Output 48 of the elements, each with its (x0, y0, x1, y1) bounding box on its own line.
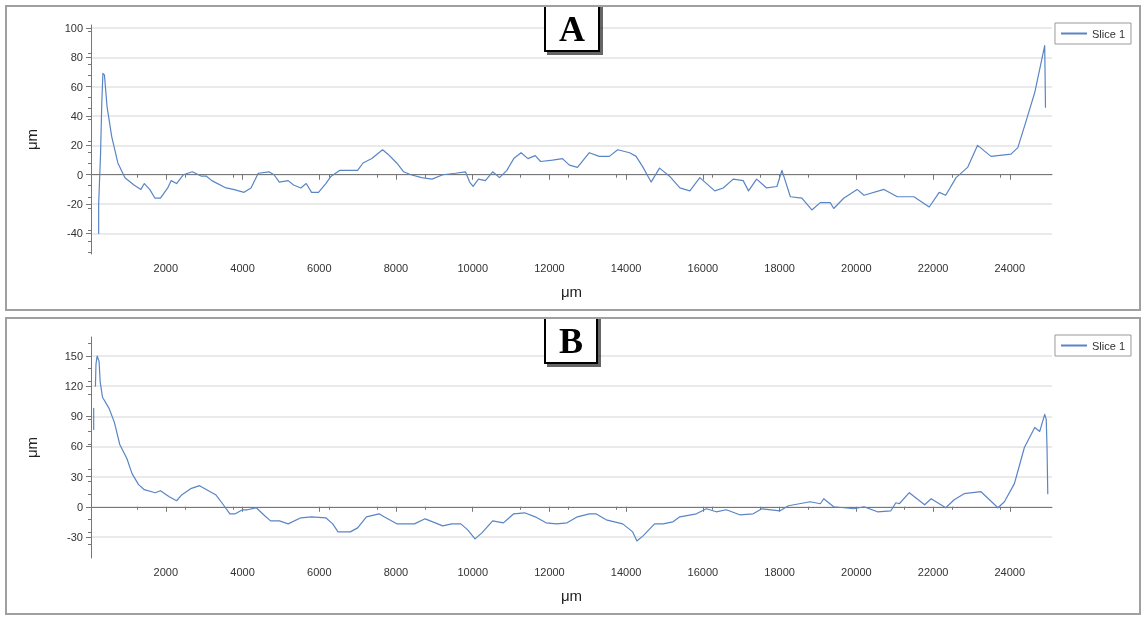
line-series (98, 44, 1047, 235)
y-tick-label: 0 (76, 168, 83, 181)
y-tick-label: 40 (70, 110, 83, 123)
x-tick-label: 22000 (917, 565, 949, 578)
y-tick-label: 120 (64, 380, 83, 393)
x-tick-label: 18000 (764, 565, 795, 578)
y-axis-title: μm (23, 436, 40, 459)
x-tick-label: 12000 (534, 565, 565, 578)
chart-title: B (559, 321, 584, 361)
x-tick-label: 22000 (917, 261, 949, 274)
y-tick-label: 90 (70, 410, 83, 423)
x-tick-label: 2000 (153, 261, 179, 274)
x-tick-label: 6000 (307, 261, 332, 274)
x-axis-title: μm (560, 587, 583, 604)
x-tick-label: 12000 (534, 261, 565, 274)
x-tick-label: 10000 (457, 565, 489, 578)
x-tick-label: 14000 (610, 565, 642, 578)
chart-title: A (559, 9, 585, 49)
x-tick-label: 8000 (383, 565, 409, 578)
x-axis-title: μm (560, 283, 583, 300)
y-tick-label: 60 (70, 440, 83, 453)
x-tick-label: 14000 (610, 261, 642, 274)
x-tick-label: 20000 (841, 261, 872, 274)
x-tick-label: 24000 (994, 565, 1026, 578)
y-tick-label: 20 (70, 139, 83, 152)
x-tick-label: 4000 (230, 565, 255, 578)
y-tick-label: -30 (67, 530, 83, 543)
legend-label: Slice 1 (1091, 27, 1126, 40)
x-tick-label: 8000 (383, 261, 409, 274)
legend-label: Slice 1 (1091, 339, 1126, 352)
x-tick-label: 16000 (687, 565, 719, 578)
y-tick-label: -20 (67, 198, 83, 211)
x-tick-label: 6000 (307, 565, 332, 578)
x-tick-label: 18000 (764, 261, 795, 274)
y-tick-label: 0 (76, 500, 83, 513)
y-tick-label: 150 (64, 350, 83, 363)
x-tick-label: 10000 (457, 261, 489, 274)
x-tick-label: 16000 (687, 261, 719, 274)
x-tick-label: 2000 (153, 565, 179, 578)
y-tick-label: 100 (64, 21, 83, 34)
y-tick-label: 80 (70, 51, 83, 64)
x-tick-label: 24000 (994, 261, 1026, 274)
y-tick-label: -40 (67, 227, 83, 240)
y-axis-title: μm (23, 128, 40, 151)
y-tick-label: 60 (70, 80, 83, 93)
y-tick-label: 30 (70, 470, 83, 483)
x-tick-label: 4000 (230, 261, 255, 274)
x-tick-label: 20000 (841, 565, 872, 578)
